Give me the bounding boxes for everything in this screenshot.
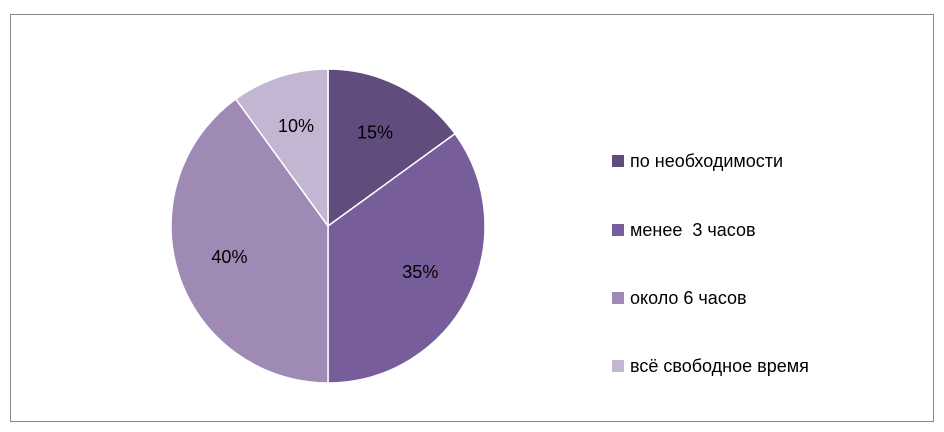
data-label: 15%	[357, 122, 393, 142]
legend-swatch	[612, 292, 624, 304]
data-label: 10%	[278, 116, 314, 136]
legend-label: менее 3 часов	[630, 220, 756, 240]
pie-slice	[327, 132, 486, 384]
legend-label: всё свободное время	[630, 356, 809, 376]
data-label: 40%	[211, 247, 247, 267]
legend-label: около 6 часов	[630, 288, 747, 308]
pie-slice	[170, 97, 329, 384]
pie-slice	[327, 68, 457, 228]
pie-slice	[234, 68, 329, 229]
legend-swatch	[612, 224, 624, 236]
legend-swatch	[612, 155, 624, 167]
legend-label: по необходимости	[630, 151, 783, 171]
data-label: 35%	[402, 262, 438, 282]
legend-swatch	[612, 360, 624, 372]
